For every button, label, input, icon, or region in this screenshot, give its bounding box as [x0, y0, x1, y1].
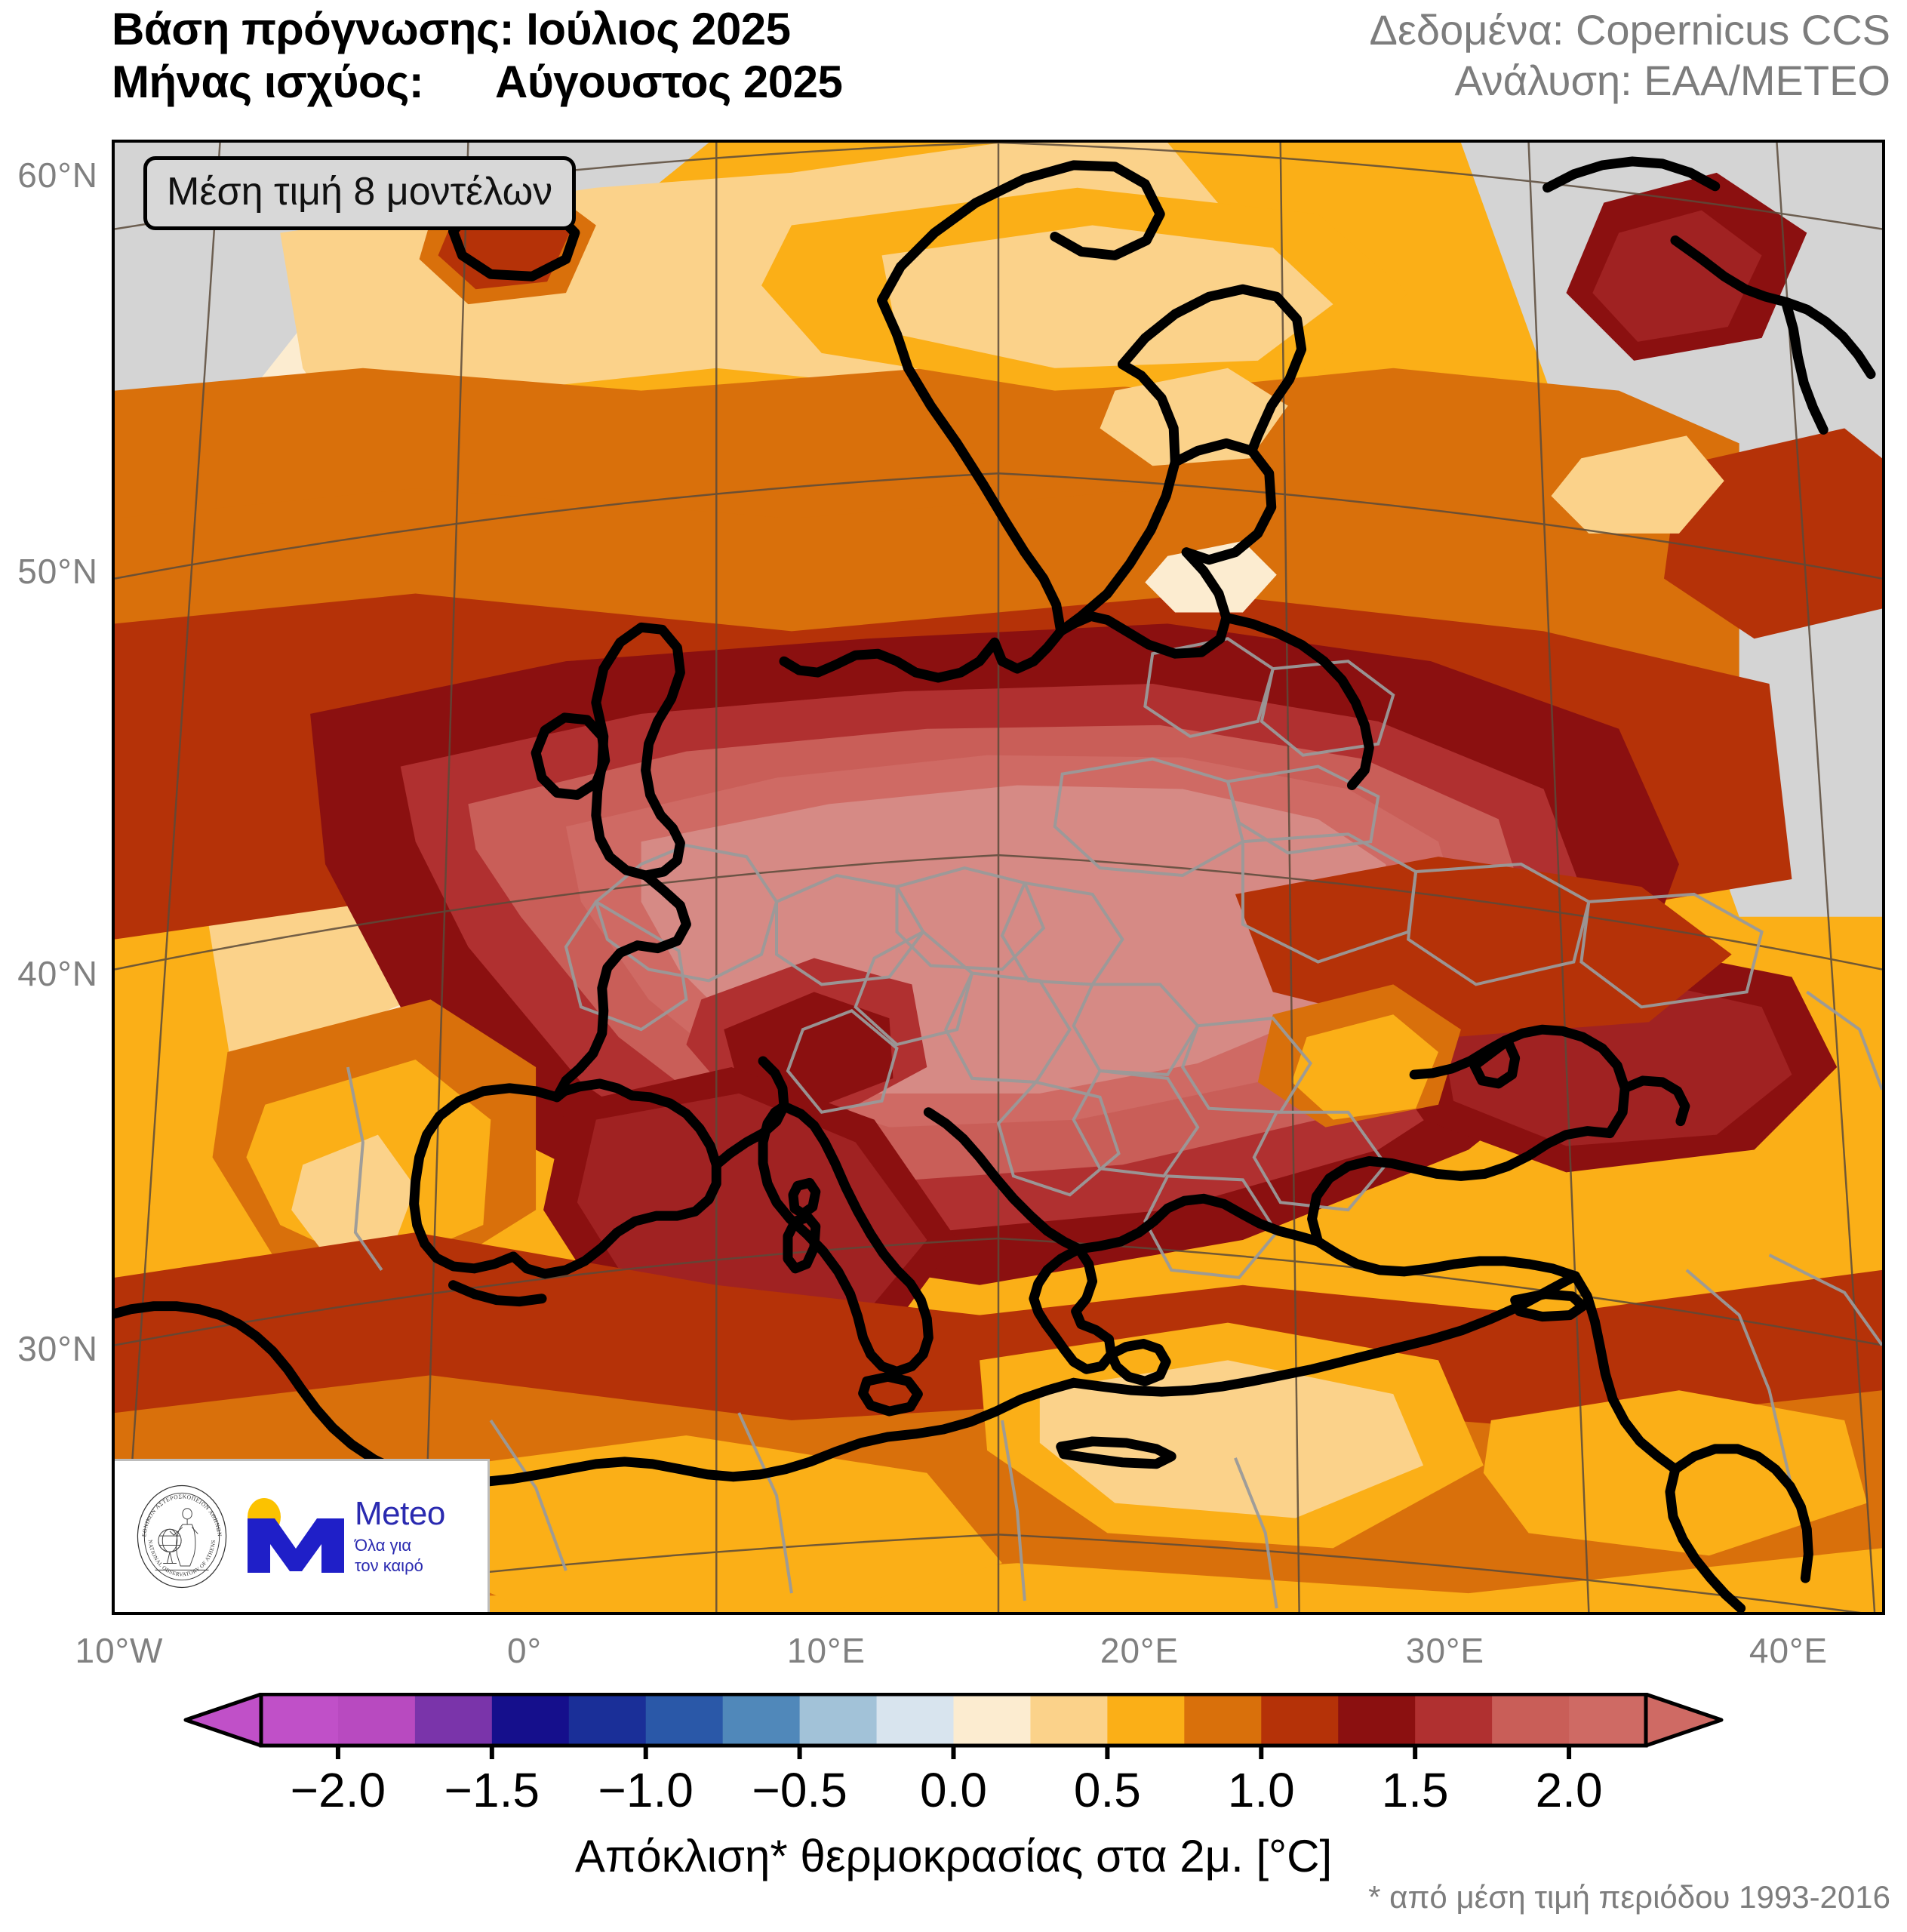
colorbar-tick-labels: −2.0 −1.5 −1.0 −0.5 0.0 0.5 1.0 1.5 2.0 [178, 1762, 1729, 1827]
x-axis-tick-30e: 30°E [1405, 1631, 1485, 1670]
analysis-source-line: Ανάλυση: ΕΑΑ/METEO [1454, 57, 1890, 105]
model-mean-badge: Μέση τιμή 8 μοντέλων [143, 156, 577, 230]
colorbar-tick-label: 1.5 [1381, 1763, 1449, 1817]
colorbar-tick-label: 0.5 [1073, 1763, 1141, 1817]
x-axis-tick-40e: 40°E [1749, 1631, 1829, 1670]
colorbar-tick-label: −1.5 [444, 1763, 540, 1817]
colorbar-swatch [491, 1694, 570, 1746]
colorbar-swatch [722, 1694, 801, 1746]
colorbar-tick-label: 1.0 [1227, 1763, 1295, 1817]
x-axis-tick-10e: 10°E [786, 1631, 866, 1670]
forecast-base-line: Βάση πρόγνωσης: Ιούλιος 2025 [112, 4, 791, 54]
colorbar-swatch [1184, 1694, 1262, 1746]
colorbar-swatch [1338, 1694, 1416, 1746]
colorbar-tick-label: 0.0 [920, 1763, 987, 1817]
y-axis-tick-60n: 60°N [17, 155, 98, 195]
y-axis-tick-30n: 30°N [17, 1329, 98, 1368]
colorbar-axis-label: Απόκλιση* θερμοκρασίας στα 2μ. [°C] [574, 1831, 1333, 1881]
forecast-valid-line: Μήνας ισχύος: Αύγουστος 2025 [112, 56, 843, 107]
logo-box: ΕΘΝΙΚΟΝ ΑΣΤΕΡΟΣΚΟΠΕΙΟΝ ΑΘΗΝΩΝ NATIONAL O… [115, 1459, 490, 1612]
colorbar-swatch [876, 1694, 955, 1746]
colorbar-tick-label: 2.0 [1535, 1763, 1603, 1817]
colorbar-swatch [414, 1694, 493, 1746]
colorbar-swatch [1030, 1694, 1108, 1746]
colorbar-swatch [799, 1694, 878, 1746]
anomaly-map[interactable]: Μέση τιμή 8 μοντέλων ΕΘΝΙΚΟΝ ΑΣΤΕΡΟΣΚΟΠΕ… [112, 140, 1885, 1615]
colorbar-swatch [1261, 1694, 1339, 1746]
svg-text:ΕΘΝΙΚΟΝ ΑΣΤΕΡΟΣΚΟΠΕΙΟΝ ΑΘΗΝΩΝ: ΕΘΝΙΚΟΝ ΑΣΤΕΡΟΣΚΟΠΕΙΟΝ ΑΘΗΝΩΝ [140, 1493, 223, 1537]
colorbar-swatch [261, 1694, 339, 1746]
x-axis-tick-20e: 20°E [1100, 1631, 1180, 1670]
svg-text:NATIONAL OBSERVATORY OF ATHENS: NATIONAL OBSERVATORY OF ATHENS [147, 1540, 217, 1578]
header: Βάση πρόγνωσης: Ιούλιος 2025 Μήνας ισχύο… [0, 0, 1907, 136]
colorbar-swatch [337, 1694, 416, 1746]
forecast-title-block: Βάση πρόγνωσης: Ιούλιος 2025 Μήνας ισχύο… [112, 3, 843, 108]
colorbar-swatches [183, 1693, 1724, 1759]
colorbar-block: −2.0 −1.5 −1.0 −0.5 0.0 0.5 1.0 1.5 2.0 Απόκλιση… [0, 1693, 1907, 1882]
colorbar-swatch [953, 1694, 1032, 1746]
baseline-footnote: * από μέση τιμή περιόδου 1993-2016 [1368, 1879, 1890, 1915]
attribution-block: Δεδομένα: Copernicus CCS Ανάλυση: ΕΑΑ/ME… [1370, 5, 1890, 106]
colorbar-swatch [1492, 1694, 1570, 1746]
meteo-mark-icon [248, 1498, 344, 1573]
colorbar-tick-label: −2.0 [290, 1763, 386, 1817]
colorbar-swatch [1569, 1694, 1647, 1746]
x-axis-tick-10w: 10°W [75, 1631, 164, 1670]
colorbar-tick-label: −1.0 [598, 1763, 694, 1817]
data-source-line: Δεδομένα: Copernicus CCS [1369, 6, 1890, 54]
noa-seal-logo: ΕΘΝΙΚΟΝ ΑΣΤΕΡΟΣΚΟΠΕΙΟΝ ΑΘΗΝΩΝ NATIONAL O… [137, 1484, 227, 1589]
colorbar-swatch [568, 1694, 647, 1746]
model-mean-label: Μέση τιμή 8 μοντέλων [167, 170, 553, 214]
colorbar-tick-label: −0.5 [752, 1763, 847, 1817]
meteo-wordmark: Meteo [355, 1494, 445, 1532]
y-axis-tick-40n: 40°N [17, 954, 98, 993]
y-axis-tick-50n: 50°N [17, 552, 98, 591]
x-axis-tick-0: 0° [507, 1631, 542, 1670]
colorbar-swatch [1107, 1694, 1185, 1746]
meteo-tagline: Όλα για τον καιρό [355, 1535, 423, 1575]
map-contour-canvas [115, 143, 1882, 1612]
colorbar-swatch [645, 1694, 724, 1746]
meteo-logo: Meteo Όλα για τον καιρό [243, 1494, 445, 1579]
colorbar-swatch [1415, 1694, 1493, 1746]
colorbar[interactable] [178, 1693, 1729, 1762]
